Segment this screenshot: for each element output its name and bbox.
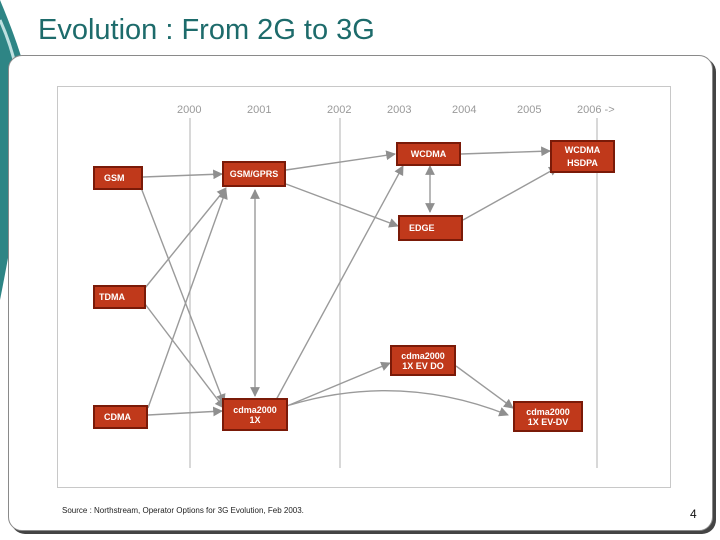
node-cdma2000-evdo-line2: 1X EV DO xyxy=(402,360,444,371)
node-cdma2000-evdv-line1: cdma2000 xyxy=(526,406,570,417)
year-label-2003: 2003 xyxy=(387,104,412,116)
node-wcdma-hsdpa-line2: HSDPA xyxy=(567,158,598,168)
arrow-cdma-to-gprs xyxy=(147,189,228,409)
node-cdma2000-evdo: cdma2000 1X EV DO xyxy=(390,345,456,376)
node-tdma-label: TDMA xyxy=(99,292,125,302)
arrow-wcdma-to-hsdpa xyxy=(460,146,551,157)
arrow-cdma-to-cdma1x xyxy=(147,406,223,417)
year-label-2006: 2006 -> xyxy=(577,104,615,116)
year-label-2004: 2004 xyxy=(452,104,477,116)
year-label-2000: 2000 xyxy=(177,104,202,116)
arrow-cdma1x-to-evdv xyxy=(289,389,509,417)
arrow-tdma-to-gprs xyxy=(144,187,227,289)
node-edge-label: EDGE xyxy=(409,223,435,233)
slide-title: Evolution : From 2G to 3G xyxy=(38,14,375,46)
arrow-tdma-to-cdma1x xyxy=(144,303,225,409)
arrow-edge-to-hsdpa xyxy=(462,166,559,221)
node-cdma: CDMA xyxy=(93,405,148,429)
page-number: 4 xyxy=(690,507,697,521)
node-edge: EDGE xyxy=(398,215,463,241)
node-cdma2000-1x-line2: 1X xyxy=(249,414,261,425)
node-cdma2000-1x-line1: cdma2000 xyxy=(233,404,277,415)
arrow-gprs-to-wcdma xyxy=(285,150,396,171)
arrow-evdo-to-evdv xyxy=(455,365,514,409)
arrow-gsm-to-cdma1x xyxy=(139,184,226,404)
arrow-gsm-to-gprs xyxy=(142,169,223,180)
source-citation: Source : Northstream, Operator Options f… xyxy=(62,506,304,515)
node-gsm: GSM xyxy=(93,166,143,190)
node-wcdma-label: WCDMA xyxy=(410,149,447,159)
node-cdma2000-1x: cdma2000 1X xyxy=(222,398,288,431)
node-cdma2000-evdv-line2: 1X EV-DV xyxy=(527,416,569,427)
node-gsm-gprs: GSM/GPRS xyxy=(222,161,286,187)
node-wcdma: WCDMA xyxy=(396,142,461,166)
node-tdma: TDMA xyxy=(93,285,146,309)
arrow-gprs-to-edge xyxy=(285,183,399,228)
node-cdma2000-evdv: cdma2000 1X EV-DV xyxy=(513,401,583,432)
node-cdma2000-evdo-line1: cdma2000 xyxy=(401,350,445,361)
node-wcdma-hsdpa: WCDMA HSDPA xyxy=(550,140,615,173)
node-gsm-label: GSM xyxy=(104,173,125,183)
year-label-2002: 2002 xyxy=(327,104,352,116)
year-label-2005: 2005 xyxy=(517,104,542,116)
node-cdma-label: CDMA xyxy=(104,412,131,422)
arrow-cdma1x-to-wcdma xyxy=(275,165,404,401)
arrow-cdma1x-to-evdo xyxy=(286,361,391,407)
node-gsm-gprs-label: GSM/GPRS xyxy=(229,169,279,179)
node-wcdma-hsdpa-line1: WCDMA xyxy=(564,145,601,155)
year-label-2001: 2001 xyxy=(247,104,272,116)
